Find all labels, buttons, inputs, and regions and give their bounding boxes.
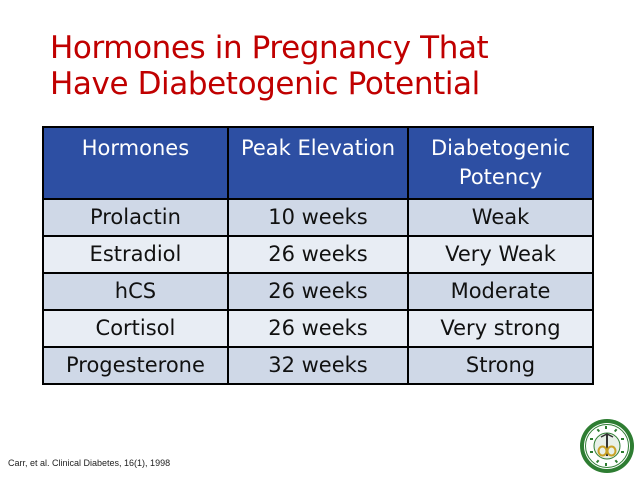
cell-peak-elevation: 32 weeks (226, 346, 410, 385)
header-potency-line-2: Potency (458, 165, 543, 189)
header-peak-elevation: Peak Elevation (226, 126, 410, 200)
cell-peak-elevation: 26 weeks (226, 309, 410, 348)
header-diabetogenic-potency: Diabetogenic Potency (407, 126, 594, 200)
table-row: hCS 26 weeks Moderate (42, 272, 594, 311)
cell-hormone: Progesterone (42, 346, 229, 385)
table-row: Cortisol 26 weeks Very strong (42, 309, 594, 348)
cell-potency: Very strong (407, 309, 594, 348)
header-hormones-label: Hormones (81, 136, 190, 160)
cell-peak-elevation: 10 weeks (226, 198, 410, 237)
table-row: Prolactin 10 weeks Weak (42, 198, 594, 237)
slide-title-line-2: Have Diabetogenic Potential (50, 66, 480, 102)
university-seal-icon (580, 419, 634, 473)
cell-potency: Strong (407, 346, 594, 385)
header-peak-elevation-label: Peak Elevation (240, 136, 396, 160)
slide-title-line-1: Hormones in Pregnancy That (50, 30, 489, 66)
cell-potency: Moderate (407, 272, 594, 311)
table-header-row: Hormones Peak Elevation Diabetogenic Pot… (42, 126, 594, 200)
cell-hormone: Estradiol (42, 235, 229, 274)
slide-title: Hormones in Pregnancy That Have Diabetog… (50, 30, 610, 102)
table-row: Estradiol 26 weeks Very Weak (42, 235, 594, 274)
hormones-table: Hormones Peak Elevation Diabetogenic Pot… (42, 126, 594, 385)
header-hormones: Hormones (42, 126, 229, 200)
cell-peak-elevation: 26 weeks (226, 272, 410, 311)
cell-potency: Weak (407, 198, 594, 237)
citation-text: Carr, et al. Clinical Diabetes, 16(1), 1… (8, 458, 171, 468)
cell-potency: Very Weak (407, 235, 594, 274)
header-potency-line-1: Diabetogenic (430, 136, 571, 160)
cell-hormone: hCS (42, 272, 229, 311)
cell-peak-elevation: 26 weeks (226, 235, 410, 274)
cell-hormone: Prolactin (42, 198, 229, 237)
table-row: Progesterone 32 weeks Strong (42, 346, 594, 385)
cell-hormone: Cortisol (42, 309, 229, 348)
